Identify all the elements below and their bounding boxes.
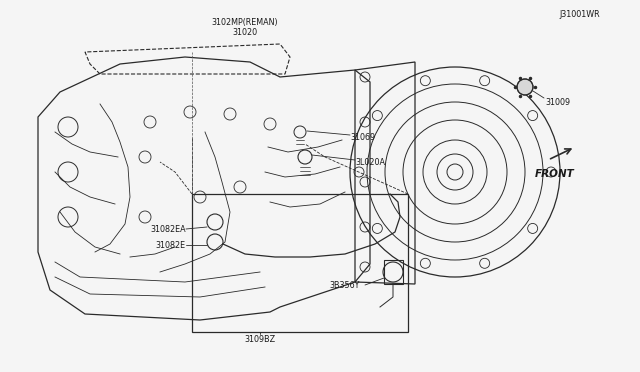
Text: 31082E: 31082E xyxy=(156,241,186,250)
Text: 3B356Y: 3B356Y xyxy=(330,280,360,289)
Text: FRONT: FRONT xyxy=(535,169,575,179)
Text: 31009: 31009 xyxy=(545,97,570,106)
Text: 31082EA: 31082EA xyxy=(150,224,186,234)
Text: J31001WR: J31001WR xyxy=(559,10,600,19)
Text: 3102MP(REMAN): 3102MP(REMAN) xyxy=(212,17,278,26)
Text: 31069: 31069 xyxy=(350,132,375,141)
Text: 3L020A: 3L020A xyxy=(355,157,385,167)
Circle shape xyxy=(517,79,533,95)
Text: 31020: 31020 xyxy=(232,28,257,36)
Text: 3109BZ: 3109BZ xyxy=(244,336,276,344)
